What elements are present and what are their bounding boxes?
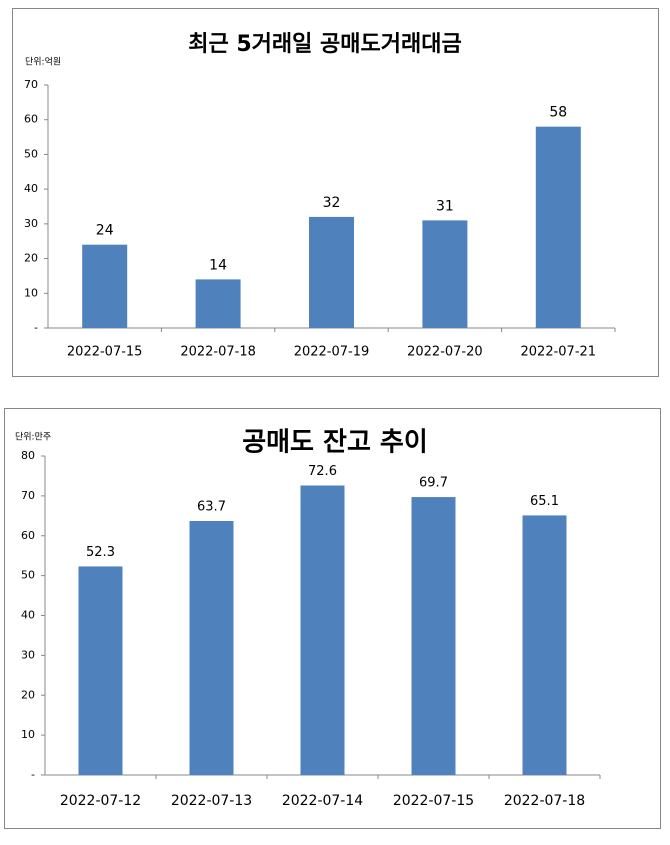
y-tick-label: 10: [21, 728, 35, 741]
x-tick-label: 2022-07-15: [67, 345, 143, 360]
y-tick-label: 70: [24, 78, 38, 91]
bar: [82, 244, 128, 328]
y-tick-label: 30: [24, 217, 38, 230]
x-tick-label: 2022-07-12: [60, 793, 141, 809]
x-tick-label: 2022-07-14: [282, 793, 363, 809]
unit-label: 단위:만주: [15, 432, 51, 443]
y-tick-label: -: [34, 321, 38, 334]
y-tick-label: 70: [21, 489, 35, 502]
y-tick-label: -: [31, 768, 35, 781]
bar: [411, 497, 456, 775]
value-label: 63.7: [197, 499, 226, 514]
value-label: 65.1: [530, 494, 559, 509]
bar: [309, 216, 354, 328]
value-label: 31: [436, 198, 454, 214]
y-tick-label: 50: [21, 569, 35, 582]
x-tick-label: 2022-07-20: [407, 345, 483, 360]
x-tick-label: 2022-07-15: [393, 793, 474, 809]
x-tick-label: 2022-07-13: [171, 793, 252, 809]
x-tick-label: 2022-07-19: [294, 345, 370, 360]
unit-label: 단위:억원: [25, 56, 61, 68]
y-tick-label: 20: [21, 688, 35, 701]
y-tick-label: 40: [21, 609, 35, 622]
bar: [78, 566, 123, 775]
value-label: 32: [323, 195, 341, 211]
y-tick-label: 80: [21, 449, 35, 462]
y-tick-label: 10: [24, 286, 38, 299]
x-tick-label: 2022-07-18: [180, 345, 256, 360]
chart-title: 공매도 잔고 추이: [242, 428, 428, 458]
bar: [195, 279, 241, 328]
y-tick-label: 60: [24, 113, 38, 126]
value-label: 69.7: [419, 476, 448, 491]
y-tick-label: 40: [24, 182, 38, 195]
x-tick-label: 2022-07-18: [504, 793, 585, 809]
chart-title: 최근 5거래일 공매도거래대금: [188, 32, 462, 57]
x-tick-label: 2022-07-21: [521, 345, 597, 360]
bar: [422, 220, 468, 328]
y-tick-label: 60: [21, 529, 35, 542]
y-tick-label: 20: [24, 252, 38, 265]
bar: [189, 520, 234, 775]
value-label: 24: [96, 223, 114, 239]
y-tick-label: 50: [24, 147, 38, 160]
value-label: 72.6: [308, 464, 337, 479]
value-label: 14: [209, 257, 227, 273]
bar: [522, 515, 567, 775]
bar: [300, 485, 345, 775]
y-tick-label: 30: [21, 648, 35, 661]
value-label: 58: [549, 105, 567, 121]
value-label: 52.3: [86, 545, 115, 560]
bar: [535, 126, 581, 329]
